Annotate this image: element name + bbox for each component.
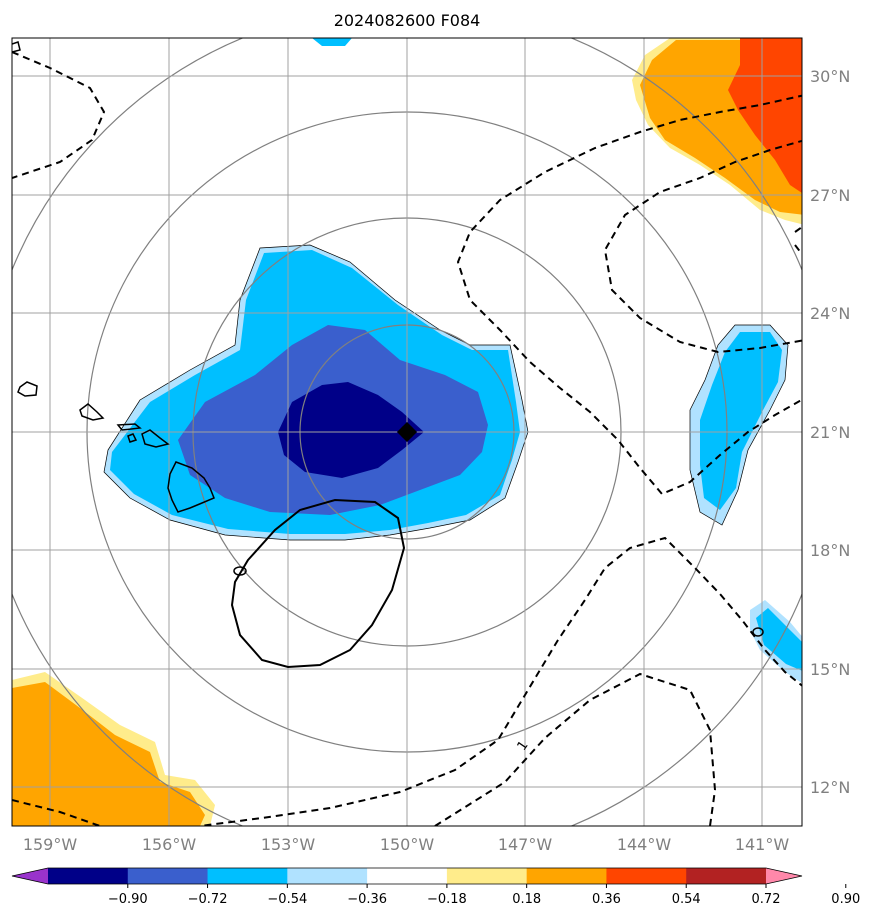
- coastlines: [12, 41, 764, 637]
- lat-label-24n: 24°N: [810, 304, 850, 323]
- colorbar-segment: [367, 868, 448, 884]
- map-frame: [11, 37, 803, 827]
- lat-label-12n: 12°N: [810, 778, 850, 797]
- colorbar-outline: [11, 867, 803, 885]
- lat-label-27n: 27°N: [810, 186, 850, 205]
- colorbar-tick-label: 0.36: [592, 892, 621, 907]
- colorbar-tick-label: −0.54: [267, 892, 307, 907]
- colorbar-tick-label: −0.36: [347, 892, 387, 907]
- colorbar-segment: [446, 868, 528, 884]
- colorbar-tick-label: −0.72: [188, 892, 228, 907]
- lon-label-147w: 147°W: [498, 835, 553, 854]
- lon-label-141w: 141°W: [735, 835, 790, 854]
- lon-label-156w: 156°W: [142, 835, 197, 854]
- colorbar-segment: [686, 868, 767, 884]
- colorbar-segment: [287, 868, 368, 884]
- storm-center-marker: [397, 422, 417, 442]
- colorbar-extend-low: [12, 868, 48, 884]
- map-title: 2024082600 F084: [334, 11, 481, 30]
- map-area: 1: [12, 38, 802, 826]
- colorbar-segment: [48, 868, 129, 884]
- colorbar: −0.90 −0.72 −0.54 −0.36 −0.18 0.18 0.36 0.54 0.7…: [11, 867, 860, 907]
- negative-anomaly-southeast: [750, 600, 802, 684]
- negative-anomaly-north: [312, 38, 352, 46]
- colorbar-extend-high: [766, 868, 802, 884]
- dashed-contours: [12, 51, 802, 826]
- lat-label-18n: 18°N: [810, 541, 850, 560]
- colorbar-tick-label: 0.54: [672, 892, 701, 907]
- colorbar-segment: [207, 868, 288, 884]
- colorbar-tick-label: −0.90: [108, 892, 148, 907]
- colorbar-segment: [606, 868, 687, 884]
- colorbar-tick-label: 0.18: [512, 892, 541, 907]
- lon-label-159w: 159°W: [23, 835, 78, 854]
- colorbar-tick-label: 0.72: [752, 892, 781, 907]
- negative-anomaly-main: [103, 244, 529, 541]
- graticule: [12, 38, 802, 826]
- lon-label-153w: 153°W: [261, 835, 316, 854]
- latitude-axis: 30°N 27°N 24°N 21°N 18°N 15°N 12°N: [810, 67, 850, 797]
- lat-label-30n: 30°N: [810, 67, 850, 86]
- lon-label-150w: 150°W: [380, 835, 435, 854]
- colorbar-tick-label: 0.90: [831, 892, 860, 907]
- lat-label-15n: 15°N: [810, 660, 850, 679]
- longitude-axis: 159°W 156°W 153°W 150°W 147°W 144°W 141°…: [23, 835, 790, 854]
- colorbar-tick-label: −0.18: [427, 892, 467, 907]
- lon-label-144w: 144°W: [617, 835, 672, 854]
- solid-contour: [230, 498, 406, 669]
- colorbar-segment: [127, 868, 209, 884]
- lat-label-21n: 21°N: [810, 423, 850, 442]
- colorbar-segment: [526, 868, 607, 884]
